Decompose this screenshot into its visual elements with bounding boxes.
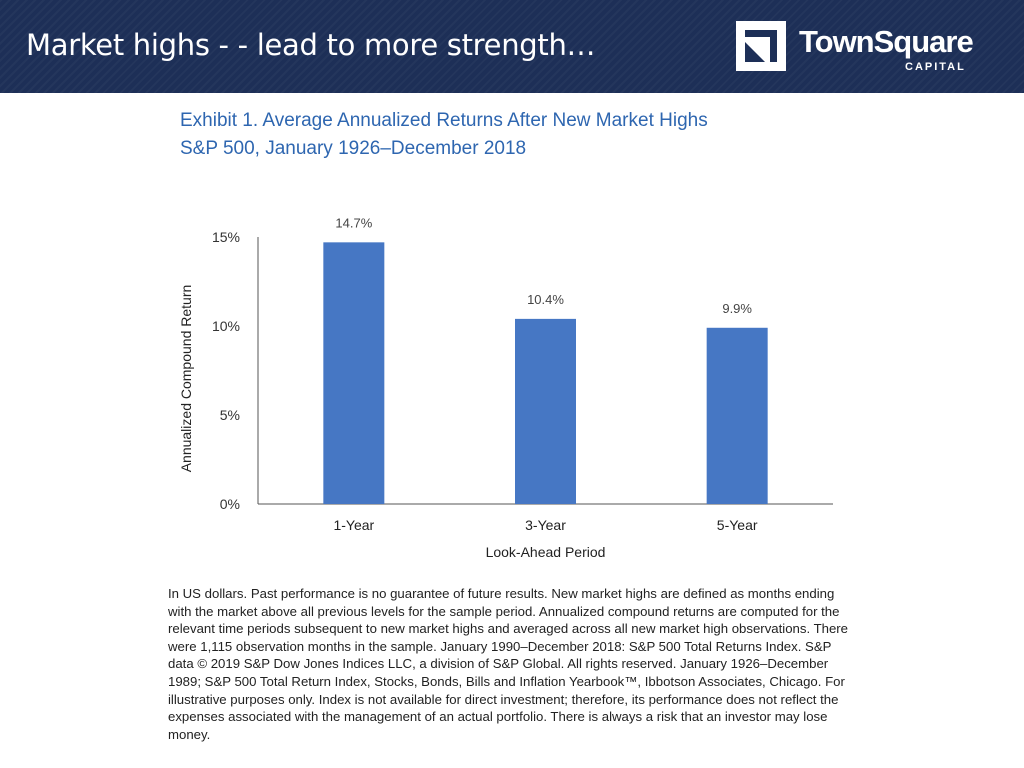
townsquare-logo-icon [736, 21, 786, 71]
bar-5-year [706, 327, 768, 504]
x-axis-title: Look-Ahead Period [486, 544, 606, 560]
slide-title: Market highs - - lead to more strength… [26, 28, 596, 62]
logo-subtitle: CAPITAL [905, 61, 966, 73]
bar-3-year [515, 318, 576, 504]
data-label: 10.4% [527, 292, 564, 307]
y-tick-label: 10% [212, 318, 240, 334]
data-label: 14.7% [335, 215, 372, 230]
exhibit-title-line1: Exhibit 1. Average Annualized Returns Af… [180, 110, 708, 131]
x-tick-label: 5-Year [717, 517, 758, 533]
bar-1-year [323, 242, 385, 504]
logo-wordmark: TownSquare [799, 24, 974, 59]
exhibit-title: Exhibit 1. Average Annualized Returns Af… [180, 107, 708, 163]
footnote: In US dollars. Past performance is no gu… [168, 586, 849, 742]
x-tick-label: 1-Year [333, 517, 374, 533]
y-tick-label: 0% [220, 496, 240, 512]
slide-header: Market highs - - lead to more strength… … [0, 0, 1024, 93]
exhibit-title-line2: S&P 500, January 1926–December 2018 [180, 138, 527, 159]
y-tick-label: 15% [212, 229, 240, 245]
y-axis-title: Annualized Compound Return [178, 285, 194, 473]
y-tick-label: 5% [220, 407, 240, 423]
data-label: 9.9% [722, 301, 752, 316]
x-tick-label: 3-Year [525, 517, 566, 533]
